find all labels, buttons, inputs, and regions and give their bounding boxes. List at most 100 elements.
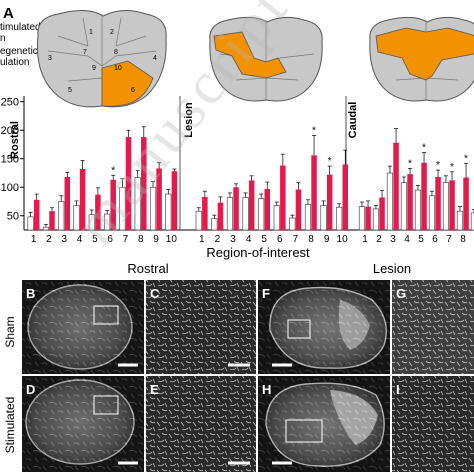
region-label-4: 4 — [153, 55, 157, 62]
bar — [165, 193, 172, 231]
section-label-rostral: Rostral — [9, 121, 21, 159]
bar — [442, 182, 450, 231]
x-tick-label: 6 — [432, 234, 438, 245]
x-tick-label: 4 — [404, 234, 410, 245]
x-tick-label: 1 — [199, 234, 205, 245]
cord-diagram-rostral: 1 2 3 7 8 4 9 10 5 6 — [36, 10, 167, 108]
x-tick-label: 7 — [293, 234, 299, 245]
x-tick-label: 4 — [246, 234, 252, 245]
x-tick-label: 9 — [153, 234, 159, 245]
x-tick-label: 8 — [138, 234, 144, 245]
bar — [242, 197, 249, 231]
x-tick-label: 3 — [61, 234, 67, 245]
bar — [428, 195, 436, 231]
region-label-7: 7 — [83, 49, 87, 56]
bar — [64, 176, 71, 230]
x-tick-label: 1 — [362, 234, 368, 245]
x-tick-label: 5 — [261, 234, 267, 245]
bar — [456, 210, 464, 231]
legend-line-1: timulated — [0, 22, 41, 33]
x-tick-label: 2 — [376, 234, 382, 245]
x-tick-label: 7 — [123, 234, 129, 245]
bar — [149, 186, 157, 231]
x-axis-label: Region-of-interest — [206, 245, 310, 260]
y-tick-label: 250 — [1, 97, 19, 109]
x-tick-label: 3 — [390, 234, 396, 245]
x-tick-label: 10 — [166, 234, 178, 245]
panel-letter-b: B — [26, 286, 35, 301]
panel-letter-e: E — [150, 382, 159, 397]
bar — [336, 206, 343, 231]
significance-asterisk: * — [312, 125, 316, 136]
x-tick-label: 7 — [446, 234, 452, 245]
bar — [42, 226, 49, 231]
bar — [58, 201, 65, 231]
x-tick-label: 5 — [92, 234, 98, 245]
region-label-2: 2 — [110, 29, 114, 36]
bar — [95, 194, 101, 230]
x-tick-label: 4 — [77, 234, 83, 245]
micrograph-f: F — [258, 280, 390, 374]
x-tick-label: 8 — [308, 234, 314, 245]
x-tick-label: 1 — [31, 234, 37, 245]
significance-asterisk: * — [464, 153, 468, 164]
cord-diagram-caudal — [369, 16, 474, 102]
x-tick-label: 8 — [460, 234, 466, 245]
bar — [463, 177, 469, 230]
column-header-lesion: Lesion — [373, 261, 411, 276]
region-label-6: 6 — [131, 87, 135, 94]
row-label-stimulated: Stimulated — [3, 397, 17, 454]
micrograph-g: G — [392, 280, 474, 374]
bar — [49, 211, 55, 230]
bar — [27, 216, 34, 231]
row-label-sham: Sham — [3, 316, 17, 347]
region-label-3: 3 — [48, 55, 52, 62]
cord-diagram-lesion — [209, 16, 323, 102]
bar — [320, 205, 327, 231]
panel-letter-i: I — [396, 382, 400, 397]
bar — [211, 218, 218, 231]
micrograph-b: B — [22, 280, 144, 374]
bar — [73, 205, 80, 231]
bar — [248, 180, 255, 230]
bar — [342, 164, 348, 230]
bar — [386, 172, 394, 231]
significance-asterisk: * — [328, 156, 332, 167]
bar — [326, 174, 333, 230]
x-tick-label: 6 — [277, 234, 283, 245]
micrograph-e: E — [146, 376, 256, 472]
bar — [407, 174, 413, 230]
bar — [79, 168, 86, 230]
bar — [202, 196, 208, 230]
bar — [289, 217, 296, 231]
x-tick-label: 3 — [230, 234, 236, 245]
bar — [400, 182, 408, 231]
bar — [358, 206, 366, 231]
column-header-rostral: Rostral — [127, 261, 168, 276]
bar — [156, 168, 162, 230]
significance-asterisk: * — [450, 162, 454, 173]
legend-line-4: ulation — [0, 57, 29, 68]
x-tick-label: 9 — [324, 234, 330, 245]
bar — [141, 137, 147, 230]
bars: 1 2 3 4 5 6*7 8 9 10 1 2 3 4 5 6 7 8*9*10 1 2 3 4*5*6*7*8* — [27, 125, 474, 245]
bar — [449, 180, 455, 230]
bar — [264, 188, 270, 230]
x-tick-label: 6 — [107, 234, 113, 245]
bar — [273, 205, 280, 231]
bar — [125, 137, 132, 230]
significance-asterisk: * — [436, 160, 440, 171]
bar — [304, 204, 312, 231]
x-tick-label: 10 — [337, 234, 349, 245]
bar — [435, 176, 441, 230]
region-label-9: 9 — [92, 65, 96, 72]
bar — [365, 206, 371, 230]
panel-letter-d: D — [26, 382, 35, 397]
bar — [414, 189, 422, 231]
bar — [88, 214, 95, 231]
micrograph-d: D — [22, 376, 144, 472]
bar — [134, 177, 141, 231]
panel-letter-c: C — [150, 286, 160, 301]
